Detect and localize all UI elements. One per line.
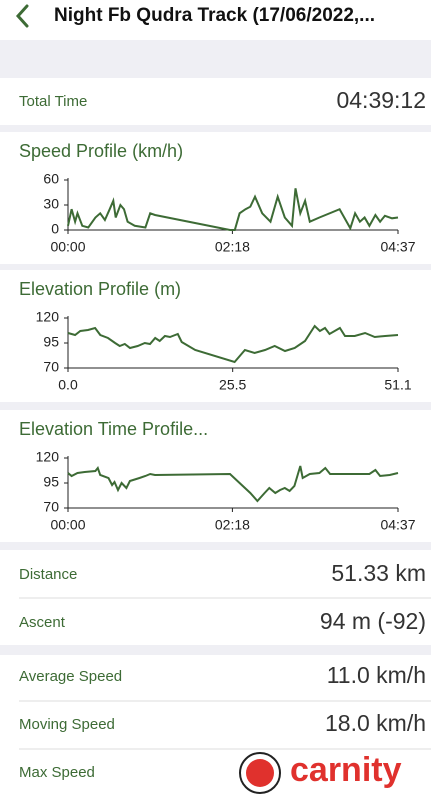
stat-label: Average Speed xyxy=(19,668,122,685)
y-tick-label: 95 xyxy=(43,334,59,350)
stat-label: Distance xyxy=(19,566,77,583)
x-tick-label: 0.0 xyxy=(58,377,78,393)
stat-value: 11.0 km/h xyxy=(327,662,426,688)
x-tick-label: 02:18 xyxy=(215,517,250,533)
x-tick-label: 02:18 xyxy=(215,239,250,255)
stat-label: Ascent xyxy=(19,614,66,631)
chart-title: Elevation Time Profile... xyxy=(19,419,208,439)
stat-label: Max Speed xyxy=(19,764,95,781)
y-tick-label: 30 xyxy=(43,196,59,212)
back-button[interactable] xyxy=(15,4,29,28)
watermark-text: carnity xyxy=(290,751,402,789)
stats: Distance 51.33 km Ascent 94 m (-92) Average … xyxy=(19,560,426,781)
chart-card: Elevation Profile (m) 70 95 120 0.0 25.5 51.1 xyxy=(0,270,431,402)
x-tick-label: 04:37 xyxy=(380,517,415,533)
nav-bar xyxy=(0,0,431,40)
stat-value: 94 m (-92) xyxy=(320,608,426,634)
y-tick-label: 60 xyxy=(43,171,59,187)
charts: Speed Profile (km/h) 0 30 60 00:00 02:18 04:37… xyxy=(0,132,431,542)
total-time-card xyxy=(0,78,431,125)
total-time-label: Total Time xyxy=(19,93,87,110)
logo-mark xyxy=(246,759,274,787)
y-tick-label: 95 xyxy=(43,474,59,490)
card-background xyxy=(0,132,431,264)
y-tick-label: 70 xyxy=(43,359,59,375)
stat-value: 18.0 km/h xyxy=(325,710,426,736)
chart-title: Elevation Profile (m) xyxy=(19,279,181,299)
y-tick-label: 120 xyxy=(36,309,60,325)
y-tick-label: 70 xyxy=(43,499,59,515)
y-tick-label: 0 xyxy=(51,221,59,237)
x-tick-label: 51.1 xyxy=(384,377,411,393)
speed-card xyxy=(0,655,431,800)
nav-title: Night Fb Qudra Track (17/06/2022,... xyxy=(54,5,375,26)
line xyxy=(67,465,399,503)
card-background xyxy=(0,270,431,402)
x-tick-label: 00:00 xyxy=(50,239,85,255)
total-time-value: 04:39:12 xyxy=(336,87,426,113)
x-tick-label: 04:37 xyxy=(380,239,415,255)
stat-label: Moving Speed xyxy=(19,716,115,733)
line xyxy=(67,188,399,231)
y-tick-label: 120 xyxy=(36,449,60,465)
watermark-logo: carnity xyxy=(239,751,402,794)
x-tick-label: 00:00 xyxy=(50,517,85,533)
chart-card: Elevation Time Profile... 70 95 120 00:00 02:… xyxy=(0,410,431,542)
stat-value: 51.33 km xyxy=(331,560,426,586)
line xyxy=(67,324,399,364)
chart-title: Speed Profile (km/h) xyxy=(19,141,183,161)
x-tick-label: 25.5 xyxy=(219,377,246,393)
chart-card: Speed Profile (km/h) 0 30 60 00:00 02:18 04:37 xyxy=(0,132,431,264)
